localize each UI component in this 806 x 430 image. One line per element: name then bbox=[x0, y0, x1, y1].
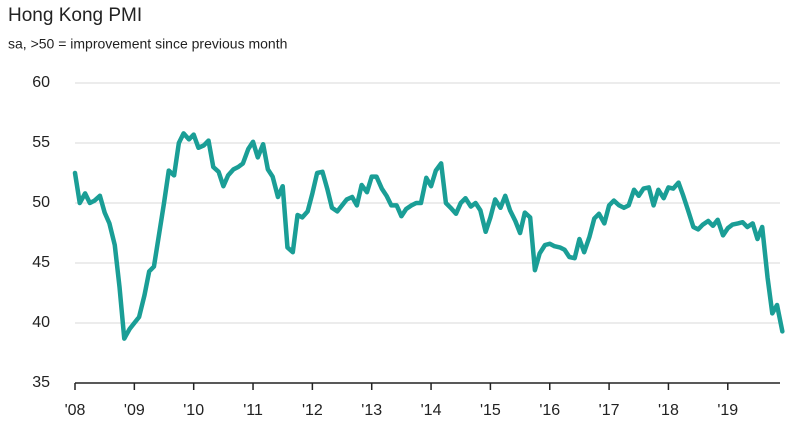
x-tick-label: '15 bbox=[480, 402, 501, 419]
chart-title: Hong Kong PMI bbox=[8, 5, 142, 26]
chart-subtitle: sa, >50 = improvement since previous mon… bbox=[8, 36, 287, 52]
x-tick-label: '14 bbox=[421, 402, 442, 419]
x-tick-label: '11 bbox=[243, 402, 263, 419]
x-tick-label: '19 bbox=[717, 402, 738, 419]
y-tick-label: 40 bbox=[32, 314, 50, 331]
x-tick-label: '16 bbox=[539, 402, 560, 419]
x-tick-label: '09 bbox=[124, 402, 145, 419]
x-tick-label: '17 bbox=[599, 402, 620, 419]
x-tick-label: '08 bbox=[65, 402, 86, 419]
y-tick-label: 45 bbox=[32, 254, 50, 271]
line-series bbox=[72, 131, 785, 341]
x-tick-label: '13 bbox=[361, 402, 382, 419]
y-tick-label: 55 bbox=[32, 134, 50, 151]
y-tick-label: 35 bbox=[32, 374, 50, 391]
y-tick-label: 50 bbox=[32, 194, 50, 211]
y-tick-label: 60 bbox=[32, 74, 50, 91]
x-tick-label: '18 bbox=[658, 402, 679, 419]
x-tick-label: '12 bbox=[302, 402, 323, 419]
x-tick-label: '10 bbox=[183, 402, 204, 419]
